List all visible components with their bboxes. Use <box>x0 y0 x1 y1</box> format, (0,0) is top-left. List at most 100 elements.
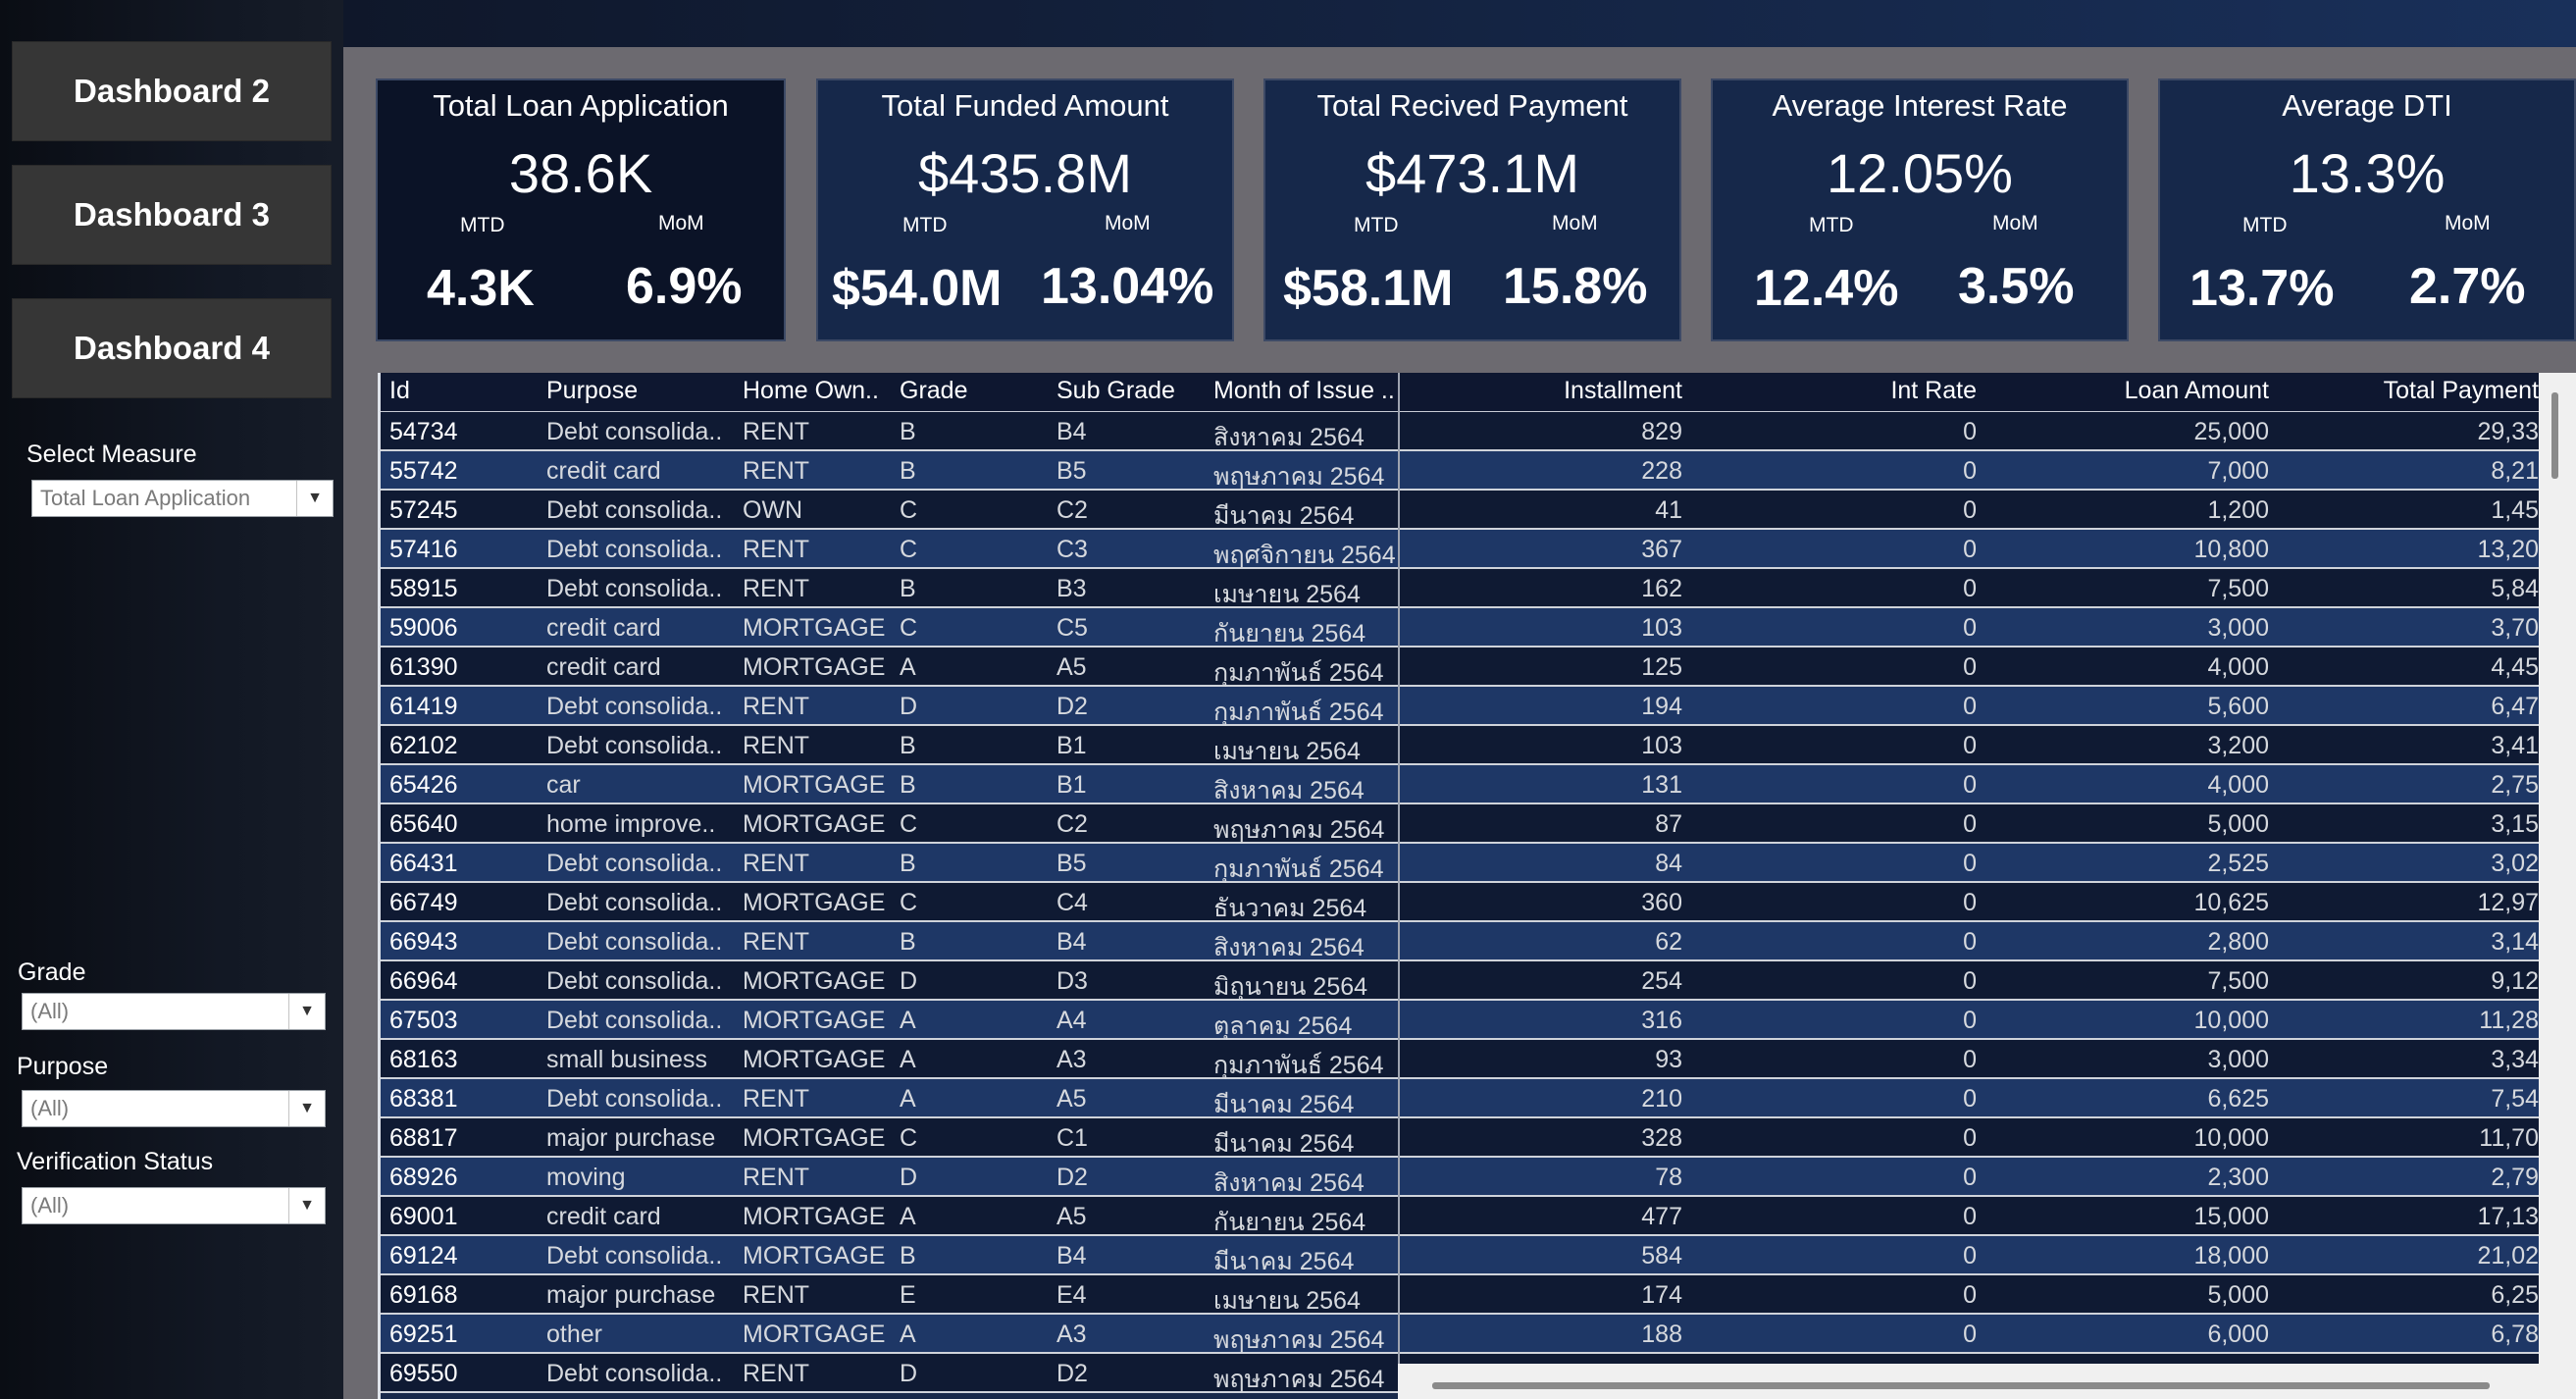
cell-home-ownership: MORTGAGE <box>743 614 886 642</box>
column-divider <box>1398 373 1400 1399</box>
cell-loan-amount: 3,200 <box>2207 732 2269 759</box>
cell-loan-amount: 2,300 <box>2207 1164 2269 1191</box>
column-header-sub-grade[interactable]: Sub Grade <box>1056 377 1175 404</box>
column-header-loan-amount[interactable]: Loan Amount <box>2124 377 2269 404</box>
cell-purpose: credit card <box>546 653 661 681</box>
cell-installment: 360 <box>1641 889 1682 916</box>
cell-sub-grade: C4 <box>1056 889 1088 916</box>
column-header-int-rate[interactable]: Int Rate <box>1890 377 1977 404</box>
kpi-title: Average DTI <box>2282 88 2452 123</box>
cell-installment: 78 <box>1655 1164 1682 1191</box>
column-header-month-of-issue[interactable]: Month of Issue .. <box>1213 377 1395 404</box>
table-row[interactable]: 59006 credit card MORTGAGE C C5 กันยายน 2564 1… <box>378 608 2539 648</box>
kpi-title: Total Recived Payment <box>1316 88 1628 123</box>
cell-sub-grade: D2 <box>1056 693 1088 720</box>
cell-installment: 254 <box>1641 967 1682 995</box>
cell-total-payment: 3,02 <box>2491 850 2539 877</box>
kpi-mtd-value: $58.1M <box>1283 260 1454 317</box>
cell-home-ownership: RENT <box>743 575 810 602</box>
table-row[interactable]: 66749 Debt consolida.. MORTGAGE C C4 ธันวาคม … <box>378 883 2539 922</box>
horizontal-scrollbar-thumb[interactable] <box>1432 1382 2490 1389</box>
table-row[interactable]: 61390 credit card MORTGAGE A A5 กุมภาพันธ์ 25… <box>378 648 2539 687</box>
table-row[interactable]: 65426 car MORTGAGE B B1 สิงหาคม 2564 131 0 4,000… <box>378 765 2539 804</box>
cell-purpose: Debt consolida.. <box>546 418 723 445</box>
cell-grade: A <box>900 1203 916 1230</box>
cell-home-ownership: MORTGAGE <box>743 653 886 681</box>
cell-loan-amount: 6,000 <box>2207 1321 2269 1348</box>
cell-installment: 84 <box>1655 850 1682 877</box>
cell-sub-grade: B5 <box>1056 457 1087 485</box>
table-row[interactable]: 54734 Debt consolida.. RENT B B4 สิงหาคม 2564… <box>378 412 2539 451</box>
cell-purpose: credit card <box>546 457 661 485</box>
cell-loan-amount: 10,000 <box>2193 1124 2269 1152</box>
table-row[interactable]: 68817 major purchase MORTGAGE C C1 มีนาคม 256… <box>378 1118 2539 1158</box>
table-row[interactable]: 68381 Debt consolida.. RENT A A5 มีนาคม 2564 2… <box>378 1079 2539 1118</box>
column-header-total-payment[interactable]: Total Payment <box>2383 377 2539 404</box>
cell-installment: 62 <box>1655 928 1682 956</box>
cell-grade: B <box>900 928 916 956</box>
table-row[interactable]: 67503 Debt consolida.. MORTGAGE A A4 ตุลาคม 2… <box>378 1001 2539 1040</box>
table-row[interactable]: 69251 other MORTGAGE A A3 พฤษภาคม 2564 188 0 6,0… <box>378 1315 2539 1354</box>
cell-loan-amount: 3,000 <box>2207 1046 2269 1073</box>
table-row[interactable]: 58915 Debt consolida.. RENT B B3 เมษายน 2564 1… <box>378 569 2539 608</box>
cell-int-rate: 0 <box>1963 1046 1977 1073</box>
cell-installment: 228 <box>1641 457 1682 485</box>
cell-total-payment: 17,13 <box>2477 1203 2539 1230</box>
table-row[interactable]: 69124 Debt consolida.. MORTGAGE B B4 มีนาคม 2… <box>378 1236 2539 1275</box>
cell-month-of-issue: พฤษภาคม 2564 <box>1213 1366 1385 1393</box>
column-header-home-ownership[interactable]: Home Own.. <box>743 377 879 404</box>
grade-filter-dropdown[interactable]: (All) ▼ <box>22 993 326 1030</box>
table-row[interactable]: 66964 Debt consolida.. MORTGAGE D D3 มิถุนายน… <box>378 961 2539 1001</box>
cell-total-payment: 9,12 <box>2491 967 2539 995</box>
cell-int-rate: 0 <box>1963 614 1977 642</box>
table-row[interactable]: 61419 Debt consolida.. RENT D D2 กุมภาพันธ์ 2… <box>378 687 2539 726</box>
column-header-id[interactable]: Id <box>389 377 410 404</box>
cell-sub-grade: A3 <box>1056 1321 1087 1348</box>
cell-total-payment: 4,45 <box>2491 653 2539 681</box>
horizontal-scrollbar[interactable] <box>1398 1364 2539 1399</box>
purpose-filter-value: (All) <box>30 1096 70 1120</box>
cell-id: 54734 <box>389 418 458 445</box>
table-row[interactable]: 62102 Debt consolida.. RENT B B1 เมษายน 2564 1… <box>378 726 2539 765</box>
table-row[interactable]: 57245 Debt consolida.. OWN C C2 มีนาคม 2564 41… <box>378 491 2539 530</box>
cell-grade: A <box>900 1321 916 1348</box>
cell-loan-amount: 3,000 <box>2207 614 2269 642</box>
kpi-value: $435.8M <box>918 142 1132 204</box>
cell-home-ownership: RENT <box>743 732 810 759</box>
kpi-mtd-label: MTD <box>902 214 948 236</box>
cell-purpose: Debt consolida.. <box>546 967 723 995</box>
table-row[interactable]: 65640 home improve.. MORTGAGE C C2 พฤษภาคม 25… <box>378 804 2539 844</box>
verification-status-filter-dropdown[interactable]: (All) ▼ <box>22 1187 326 1224</box>
grade-filter-value: (All) <box>30 999 70 1023</box>
cell-loan-amount: 6,625 <box>2207 1085 2269 1113</box>
cell-total-payment: 8,21 <box>2491 457 2539 485</box>
column-header-grade[interactable]: Grade <box>900 377 968 404</box>
chevron-down-icon: ▼ <box>288 1091 325 1126</box>
cell-int-rate: 0 <box>1963 496 1977 524</box>
table-row[interactable]: 69168 major purchase RENT E E4 เมษายน 2564 174… <box>378 1275 2539 1315</box>
table-row[interactable]: 69001 credit card MORTGAGE A A5 กันยายน 2564 4… <box>378 1197 2539 1236</box>
table-row[interactable]: 68926 moving RENT D D2 สิงหาคม 2564 78 0 2,300 2,… <box>378 1158 2539 1197</box>
column-header-installment[interactable]: Installment <box>1564 377 1682 404</box>
table-row[interactable]: 66431 Debt consolida.. RENT B B5 กุมภาพันธ์ 2… <box>378 844 2539 883</box>
table-row[interactable]: 57416 Debt consolida.. RENT C C3 พฤศจิกายน 25… <box>378 530 2539 569</box>
cell-sub-grade: B3 <box>1056 575 1087 602</box>
kpi-mtd-value: 12.4% <box>1754 260 1899 317</box>
dashboard-3-button[interactable]: Dashboard 3 <box>12 165 332 265</box>
cell-sub-grade: B4 <box>1056 418 1087 445</box>
select-measure-dropdown[interactable]: Total Loan Application ▼ <box>31 480 334 517</box>
table-row[interactable]: 66943 Debt consolida.. RENT B B4 สิงหาคม 2564… <box>378 922 2539 961</box>
dashboard-4-button[interactable]: Dashboard 4 <box>12 298 332 398</box>
column-header-purpose[interactable]: Purpose <box>546 377 639 404</box>
vertical-scrollbar-thumb[interactable] <box>2551 392 2558 479</box>
dashboard-2-button[interactable]: Dashboard 2 <box>12 41 332 141</box>
vertical-scrollbar[interactable] <box>2539 373 2576 1399</box>
cell-installment: 316 <box>1641 1007 1682 1034</box>
cell-id: 66749 <box>389 889 458 916</box>
cell-id: 55742 <box>389 457 458 485</box>
cell-month-of-issue: สิงหาคม 2564 <box>1213 424 1365 451</box>
table-row[interactable]: 55742 credit card RENT B B5 พฤษภาคม 2564 228 0 7… <box>378 451 2539 491</box>
kpi-average-interest-rate: Average Interest Rate 12.05% MTD MoM 12.… <box>1711 78 2129 341</box>
table-row[interactable]: 68163 small business MORTGAGE A A3 กุมภาพันธ์… <box>378 1040 2539 1079</box>
purpose-filter-dropdown[interactable]: (All) ▼ <box>22 1090 326 1127</box>
